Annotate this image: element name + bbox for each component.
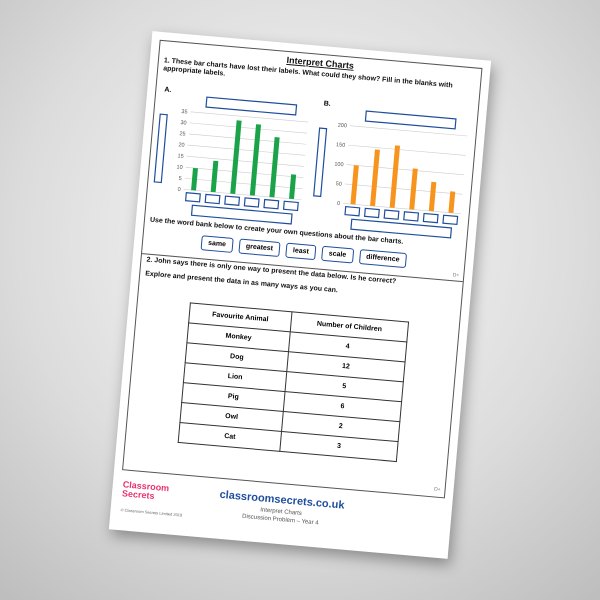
y-tick-label: 20 bbox=[178, 142, 185, 149]
bar bbox=[448, 191, 456, 214]
frame: Interpret Charts 1. These bar charts hav… bbox=[122, 39, 483, 499]
y-tick-label: 50 bbox=[335, 181, 342, 188]
bar bbox=[289, 174, 297, 200]
blank-box bbox=[153, 113, 168, 184]
blank-box bbox=[263, 198, 280, 210]
chart-label: A. bbox=[164, 86, 172, 94]
word: greatest bbox=[238, 238, 281, 258]
bar bbox=[389, 145, 401, 208]
grid-line bbox=[348, 144, 466, 156]
y-tick-label: 25 bbox=[179, 131, 186, 138]
bar bbox=[210, 160, 219, 193]
grid-line bbox=[190, 111, 309, 123]
y-tick-label: 5 bbox=[178, 176, 182, 182]
y-tick-label: 100 bbox=[334, 162, 344, 169]
blank-box bbox=[344, 205, 361, 217]
y-tick-label: 0 bbox=[177, 187, 181, 193]
code: D+ bbox=[452, 272, 460, 279]
blank-box bbox=[403, 211, 420, 222]
blank-box bbox=[364, 110, 457, 130]
blank-box bbox=[383, 209, 400, 220]
code: D+ bbox=[433, 486, 441, 493]
grid-line bbox=[185, 166, 304, 178]
chart-label: B. bbox=[323, 100, 331, 108]
grid-line bbox=[189, 122, 308, 134]
y-tick-label: 10 bbox=[176, 164, 183, 171]
blank-box bbox=[205, 96, 298, 116]
blank-box bbox=[224, 195, 241, 206]
bar bbox=[370, 149, 380, 207]
blank-box bbox=[313, 127, 328, 198]
blank-box bbox=[190, 204, 293, 225]
grid-line bbox=[187, 144, 306, 156]
y-tick-label: 35 bbox=[181, 109, 188, 116]
grid-line bbox=[188, 133, 307, 145]
blank-box bbox=[422, 212, 439, 224]
word: scale bbox=[321, 245, 354, 264]
blank-box bbox=[204, 193, 221, 205]
grid-line bbox=[183, 189, 302, 201]
bar-charts: A. 0 5 10 15 20 25 30 35 B. 0 50 100 150 200 bbox=[153, 86, 468, 239]
bar bbox=[269, 137, 280, 198]
grid-line bbox=[344, 183, 463, 195]
blank-box bbox=[363, 207, 380, 219]
blank-box bbox=[350, 218, 453, 239]
blank-box bbox=[243, 197, 260, 208]
grid-line bbox=[343, 203, 461, 214]
blank-box bbox=[184, 192, 201, 203]
grid-line bbox=[186, 155, 305, 167]
word: difference bbox=[358, 249, 408, 269]
bar bbox=[230, 120, 242, 194]
y-tick-label: 30 bbox=[180, 120, 187, 127]
grid-line bbox=[184, 178, 303, 189]
bar bbox=[428, 181, 437, 212]
y-tick-label: 0 bbox=[337, 201, 341, 207]
y-tick-label: 200 bbox=[337, 123, 347, 130]
bar bbox=[249, 124, 262, 196]
bar bbox=[350, 165, 359, 205]
word: same bbox=[200, 235, 234, 253]
blank-box bbox=[282, 200, 299, 212]
bar bbox=[191, 167, 198, 191]
y-tick-label: 150 bbox=[336, 142, 346, 149]
word: least bbox=[285, 242, 317, 261]
bar bbox=[409, 168, 418, 210]
y-tick-label: 15 bbox=[177, 153, 184, 160]
worksheet: Interpret Charts 1. These bar charts hav… bbox=[108, 31, 492, 559]
grid-line bbox=[349, 125, 468, 137]
grid-line bbox=[346, 164, 465, 176]
blank-box bbox=[442, 214, 459, 226]
data-table: Favourite Animal Number of Children Monkey… bbox=[178, 302, 409, 462]
